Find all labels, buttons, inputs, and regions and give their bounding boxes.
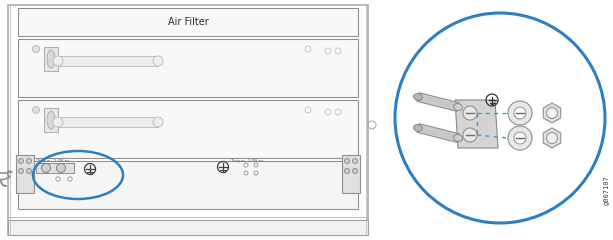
Bar — [8, 5, 368, 235]
Bar — [8, 220, 368, 235]
Circle shape — [352, 168, 357, 174]
Circle shape — [514, 107, 526, 119]
Polygon shape — [417, 93, 459, 111]
Circle shape — [547, 132, 557, 144]
Bar — [58, 117, 158, 127]
Circle shape — [42, 163, 50, 173]
Bar — [18, 100, 358, 158]
Ellipse shape — [414, 125, 422, 132]
Ellipse shape — [153, 56, 163, 66]
Ellipse shape — [454, 103, 462, 110]
Bar — [58, 56, 158, 66]
Ellipse shape — [454, 135, 462, 141]
Circle shape — [395, 13, 605, 223]
Circle shape — [32, 46, 39, 53]
Circle shape — [352, 158, 357, 163]
Circle shape — [345, 158, 349, 163]
Ellipse shape — [414, 94, 422, 101]
Circle shape — [32, 107, 39, 114]
Bar — [342, 155, 360, 193]
Circle shape — [26, 158, 31, 163]
Circle shape — [508, 126, 532, 150]
Text: Torque: 2.0N·m: Torque: 2.0N·m — [230, 159, 263, 163]
Ellipse shape — [47, 111, 55, 129]
Bar — [18, 8, 358, 36]
Circle shape — [26, 168, 31, 174]
Circle shape — [547, 108, 557, 119]
Polygon shape — [455, 100, 498, 148]
Circle shape — [18, 158, 23, 163]
Polygon shape — [417, 124, 459, 142]
Circle shape — [32, 46, 39, 53]
Text: g007107: g007107 — [604, 175, 610, 205]
Bar — [18, 161, 358, 209]
Circle shape — [18, 168, 23, 174]
Text: Air Filter: Air Filter — [167, 17, 208, 27]
Polygon shape — [543, 128, 561, 148]
Ellipse shape — [153, 117, 163, 127]
Circle shape — [508, 101, 532, 125]
Circle shape — [463, 106, 477, 120]
Polygon shape — [543, 103, 561, 123]
Bar — [44, 47, 58, 71]
Circle shape — [463, 128, 477, 142]
Bar — [18, 39, 358, 97]
Circle shape — [56, 163, 66, 173]
Text: Torque: 2.0N·m: Torque: 2.0N·m — [36, 159, 69, 163]
Circle shape — [514, 132, 526, 144]
Ellipse shape — [53, 56, 63, 66]
Ellipse shape — [53, 117, 63, 127]
Bar — [44, 108, 58, 132]
Bar — [16, 155, 34, 193]
Ellipse shape — [47, 50, 55, 68]
Bar — [36, 163, 74, 173]
Circle shape — [345, 168, 349, 174]
